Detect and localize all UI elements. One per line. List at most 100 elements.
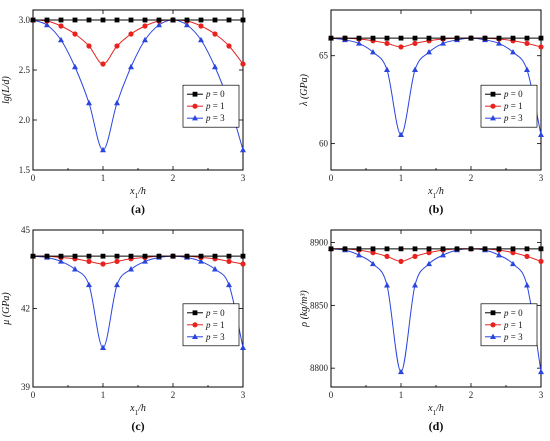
data-point bbox=[142, 17, 148, 23]
data-point bbox=[100, 261, 106, 267]
data-point bbox=[384, 40, 390, 47]
data-point bbox=[328, 246, 334, 252]
data-point bbox=[524, 246, 530, 252]
data-point bbox=[86, 43, 92, 49]
data-point bbox=[370, 48, 376, 55]
data-point bbox=[412, 35, 418, 41]
data-point bbox=[226, 253, 232, 259]
data-point bbox=[426, 246, 432, 252]
legend-label: p = 1 bbox=[205, 101, 225, 111]
data-point bbox=[100, 17, 106, 23]
data-point bbox=[58, 17, 64, 23]
data-point bbox=[114, 281, 120, 288]
data-point bbox=[356, 35, 362, 41]
series-line bbox=[32, 19, 244, 65]
data-point bbox=[58, 258, 64, 264]
data-point bbox=[524, 282, 530, 288]
data-point bbox=[128, 17, 134, 23]
data-point bbox=[398, 368, 404, 375]
data-point bbox=[72, 63, 78, 70]
data-point bbox=[184, 21, 190, 28]
data-point bbox=[538, 246, 544, 252]
legend-marker bbox=[192, 310, 198, 316]
series-p-3 bbox=[30, 16, 246, 153]
data-point bbox=[170, 253, 176, 259]
data-point bbox=[86, 99, 92, 106]
panel-label: (d) bbox=[429, 419, 444, 433]
data-point bbox=[142, 23, 148, 29]
data-point bbox=[482, 246, 488, 252]
data-point bbox=[100, 253, 106, 259]
series-line bbox=[330, 248, 542, 262]
data-point bbox=[240, 253, 246, 259]
data-point bbox=[184, 17, 190, 23]
data-point bbox=[58, 36, 64, 43]
legend-marker bbox=[192, 115, 198, 121]
data-point bbox=[240, 61, 246, 67]
data-point bbox=[426, 35, 432, 41]
data-point bbox=[114, 99, 120, 106]
data-point bbox=[384, 246, 390, 252]
data-point bbox=[86, 258, 92, 264]
x-tick-label: 2 bbox=[171, 173, 176, 183]
legend-label: p = 0 bbox=[205, 308, 225, 318]
data-point bbox=[128, 31, 134, 37]
data-point bbox=[496, 40, 502, 46]
legend: p = 0 p = 1 p = 3 bbox=[182, 84, 240, 128]
data-point bbox=[468, 246, 474, 252]
y-tick-label: 8900 bbox=[310, 238, 329, 248]
data-point bbox=[384, 66, 390, 72]
legend-marker bbox=[192, 322, 198, 328]
data-point bbox=[538, 131, 544, 138]
x-tick-label: 0 bbox=[329, 173, 334, 183]
data-point bbox=[524, 66, 530, 72]
data-point bbox=[538, 368, 544, 375]
data-point bbox=[72, 17, 78, 23]
x-tick-label: 0 bbox=[31, 390, 36, 400]
legend: p = 0 p = 1 p = 3 bbox=[182, 303, 240, 347]
data-point bbox=[412, 66, 418, 72]
data-point bbox=[496, 35, 502, 41]
data-point bbox=[240, 17, 246, 23]
data-point bbox=[114, 17, 120, 23]
data-point bbox=[342, 35, 348, 41]
legend-label: p = 3 bbox=[503, 113, 523, 123]
legend: p = 0 p = 1 p = 3 bbox=[480, 84, 538, 128]
x-axis-label: x1/h bbox=[427, 403, 444, 417]
legend-marker bbox=[490, 322, 496, 328]
data-point bbox=[440, 35, 446, 41]
data-point bbox=[426, 250, 432, 256]
y-tick-label: 42 bbox=[21, 304, 30, 314]
data-point bbox=[342, 246, 348, 252]
data-point bbox=[510, 250, 516, 256]
data-point bbox=[440, 246, 446, 252]
data-point bbox=[128, 63, 134, 70]
y-axis-label: ρ (kg/m³) bbox=[299, 290, 310, 328]
data-point bbox=[226, 43, 232, 49]
data-point bbox=[426, 260, 432, 267]
y-axis-label: μ (GPa) bbox=[1, 292, 12, 326]
x-tick-label: 1 bbox=[399, 173, 404, 183]
data-point bbox=[128, 253, 134, 259]
data-point bbox=[524, 35, 530, 41]
data-point bbox=[44, 253, 50, 259]
data-point bbox=[198, 253, 204, 259]
y-tick-label: 60 bbox=[319, 139, 329, 149]
data-point bbox=[142, 36, 148, 43]
x-tick-label: 0 bbox=[31, 173, 36, 183]
data-point bbox=[398, 258, 404, 264]
chart-panel-3: 0 1 2 3 39 42 45 x1/h μ (GPa) (c) p = 0 p = 1 p = 3 bbox=[1, 225, 246, 433]
data-point bbox=[212, 266, 218, 272]
panel-label: (b) bbox=[429, 202, 444, 216]
data-point bbox=[72, 266, 78, 272]
data-point bbox=[482, 35, 488, 41]
data-point bbox=[524, 40, 530, 47]
data-point bbox=[412, 246, 418, 252]
x-tick-label: 3 bbox=[241, 173, 246, 183]
y-tick-label: 2.5 bbox=[19, 65, 31, 75]
data-point bbox=[510, 35, 516, 41]
legend-label: p = 3 bbox=[205, 332, 225, 342]
data-point bbox=[240, 344, 246, 350]
y-tick-label: 8850 bbox=[310, 300, 329, 310]
